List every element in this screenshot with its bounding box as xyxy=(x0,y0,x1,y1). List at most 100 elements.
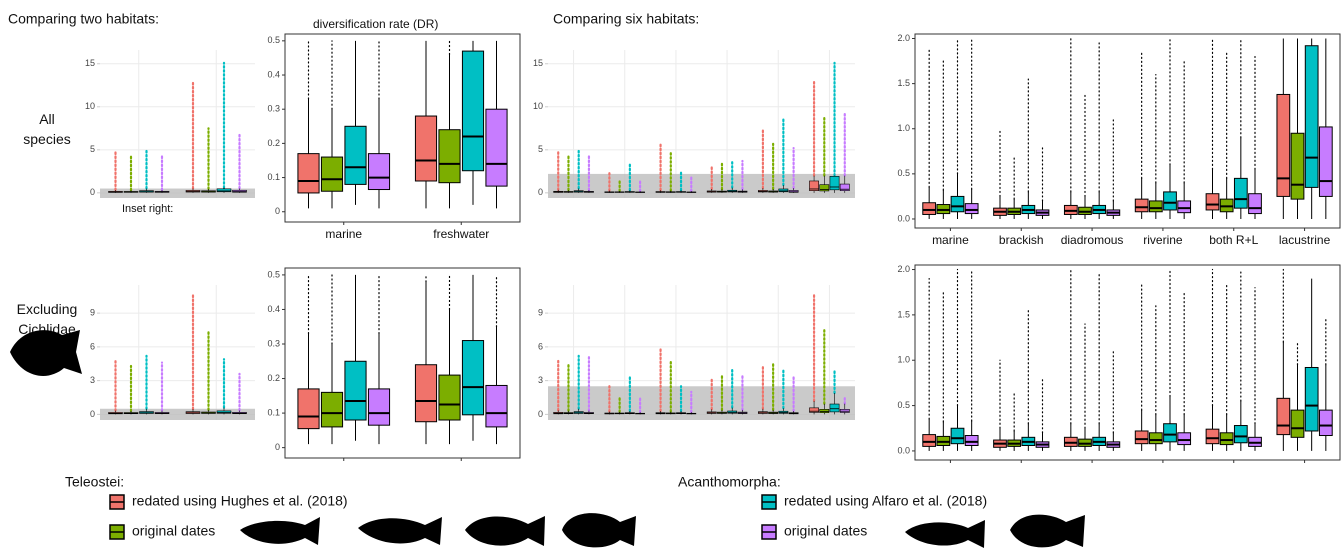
box xyxy=(809,408,818,413)
box xyxy=(923,435,936,447)
y-tick-label: 0.5 xyxy=(267,269,280,279)
y-tick-label: 0.2 xyxy=(267,373,280,383)
x-tick-label: riverine xyxy=(1143,233,1183,247)
panel-frame xyxy=(915,34,1340,228)
box xyxy=(1149,201,1162,212)
box xyxy=(1164,192,1177,210)
box xyxy=(1305,46,1318,188)
box xyxy=(840,184,849,191)
y-tick-label: 0.3 xyxy=(267,104,280,114)
y-tick-label: 15 xyxy=(85,58,95,68)
box xyxy=(298,154,319,193)
box xyxy=(1135,431,1148,444)
box xyxy=(820,409,829,412)
legend-title: Acanthomorpha: xyxy=(678,474,781,490)
legend-label: original dates xyxy=(784,523,867,539)
y-tick-label: 0 xyxy=(275,442,280,452)
y-tick-label: 0.1 xyxy=(267,407,280,417)
box xyxy=(415,365,436,422)
box xyxy=(345,126,366,184)
highlight-band xyxy=(548,386,855,420)
y-tick-label: 3 xyxy=(538,375,543,385)
box xyxy=(951,196,964,211)
panel-frame xyxy=(285,268,520,458)
x-tick-label: lacustrine xyxy=(1279,233,1331,247)
x-tick-label: both R+L xyxy=(1209,233,1258,247)
box xyxy=(486,385,507,426)
panel-frame xyxy=(915,265,1340,460)
box xyxy=(439,130,460,183)
box xyxy=(820,185,829,191)
box xyxy=(462,51,483,171)
box xyxy=(1291,410,1304,437)
box xyxy=(923,203,936,215)
y-axis-label: diversification rate (DR) xyxy=(313,17,438,31)
box xyxy=(1234,178,1247,208)
y-tick-label: 15 xyxy=(533,58,543,68)
box xyxy=(1291,133,1304,199)
y-tick-label: 0.5 xyxy=(897,400,910,410)
y-tick-label: 2.0 xyxy=(897,33,910,43)
y-tick-label: 1.0 xyxy=(897,123,910,133)
y-tick-label: 0.0 xyxy=(897,213,910,223)
box xyxy=(321,157,342,191)
box xyxy=(321,392,342,427)
x-tick-label: marine xyxy=(325,227,362,241)
box xyxy=(1277,94,1290,196)
y-tick-label: 6 xyxy=(538,341,543,351)
y-tick-label: 0 xyxy=(90,409,95,419)
y-tick-label: 0.2 xyxy=(267,138,280,148)
box xyxy=(1178,201,1191,213)
y-tick-label: 5 xyxy=(90,144,95,154)
panel-title: Comparing six habitats: xyxy=(553,11,699,27)
y-tick-label: 3 xyxy=(90,375,95,385)
box xyxy=(1249,194,1262,214)
y-tick-label: 10 xyxy=(85,101,95,111)
box xyxy=(1149,433,1162,444)
note: Inset right: xyxy=(122,203,173,215)
box xyxy=(830,404,839,412)
box xyxy=(1305,367,1318,430)
y-tick-label: 1.5 xyxy=(897,309,910,319)
y-tick-label: 0.5 xyxy=(267,35,280,45)
box xyxy=(345,361,366,420)
figure: Comparing two habitats: Comparing six ha… xyxy=(0,0,1344,554)
box xyxy=(1206,429,1219,444)
box xyxy=(1178,433,1191,445)
y-tick-label: 0 xyxy=(275,206,280,216)
legend-label: redated using Hughes et al. (2018) xyxy=(132,493,348,509)
legend-label: redated using Alfaro et al. (2018) xyxy=(784,493,987,509)
panel-title: Comparing two habitats: xyxy=(8,11,159,27)
x-tick-label: freshwater xyxy=(433,227,489,241)
x-tick-label: diadromous xyxy=(1061,233,1124,247)
panel-frame xyxy=(285,34,520,222)
y-tick-label: 6 xyxy=(90,341,95,351)
y-tick-label: 9 xyxy=(538,308,543,318)
highlight-band xyxy=(548,174,855,198)
box xyxy=(1135,199,1148,212)
highlight-band xyxy=(100,189,255,198)
box xyxy=(965,204,978,214)
y-tick-label: 2.0 xyxy=(897,264,910,274)
y-tick-label: 0.4 xyxy=(267,69,280,79)
y-tick-label: 0.5 xyxy=(897,168,910,178)
box xyxy=(1206,194,1219,210)
y-tick-label: 0.4 xyxy=(267,304,280,314)
box xyxy=(1220,433,1233,445)
highlight-band xyxy=(100,409,255,420)
y-tick-label: 1.0 xyxy=(897,355,910,365)
y-tick-label: 10 xyxy=(533,101,543,111)
box xyxy=(217,189,231,192)
y-tick-label: 0 xyxy=(538,187,543,197)
y-tick-label: 9 xyxy=(90,308,95,318)
box xyxy=(1277,398,1290,434)
box xyxy=(1319,127,1332,196)
box xyxy=(1319,410,1332,435)
box xyxy=(298,389,319,429)
box xyxy=(368,389,389,425)
y-tick-label: 0.3 xyxy=(267,338,280,348)
y-tick-label: 0.1 xyxy=(267,172,280,182)
y-tick-label: 1.5 xyxy=(897,78,910,88)
box xyxy=(830,176,839,190)
